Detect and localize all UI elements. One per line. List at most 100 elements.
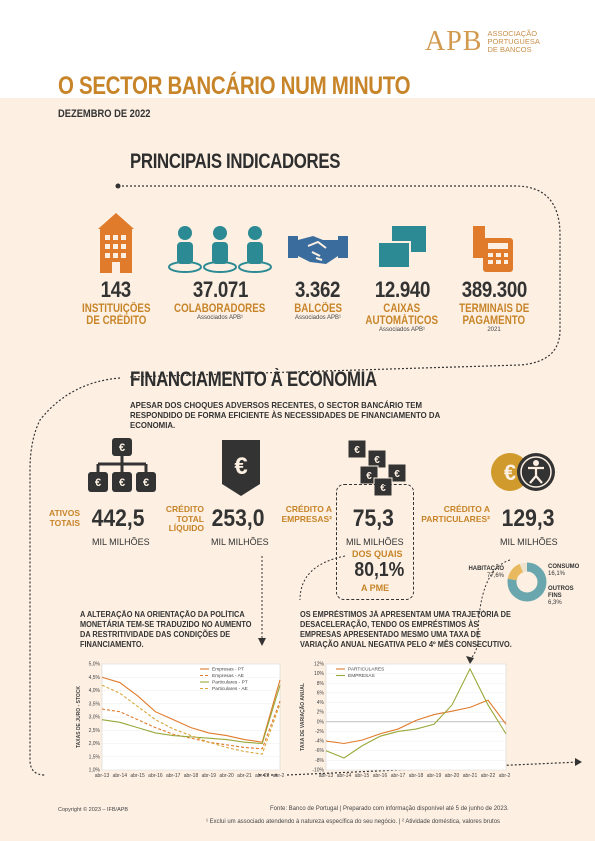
y-tick-label: 2,0% (89, 741, 101, 747)
logo-line: DE BANCOS (487, 45, 532, 54)
legend-label: PARTICULARES (348, 667, 384, 673)
svg-text:€: € (234, 453, 247, 480)
company-credit-box (336, 484, 414, 600)
logo-line: PORTUGUESA (487, 37, 540, 46)
apb-logo: APB ASSOCIAÇÃO PORTUGUESA DE BANCOS (425, 26, 540, 58)
page-title: O SECTOR BANCÁRIO NUM MINUTO (58, 72, 411, 100)
y-tick-label: 4% (317, 700, 325, 706)
indicator-note: Associados APB¹ (378, 327, 426, 333)
x-tick-label: abr-20 (445, 773, 460, 779)
plot-area (325, 663, 507, 771)
pme-share: 80,1% (354, 559, 405, 581)
y-tick-label: 8% (317, 681, 325, 687)
x-tick-label: abr-18 (184, 773, 199, 779)
svg-text:€: € (504, 460, 516, 485)
y-tick-label: 6% (317, 690, 325, 696)
x-tick-label: abr-16 (373, 773, 388, 779)
y-tick-label: -10% (312, 768, 324, 774)
indicator-label: AUTOMÁTICOS (365, 315, 439, 327)
indicator-value: 143 (100, 277, 132, 302)
x-tick-label: abr-13 (95, 773, 110, 779)
svg-text:€: € (119, 477, 125, 489)
x-tick-label: abr-17 (166, 773, 181, 779)
legend-label: EMPRESAS (348, 673, 375, 679)
svg-text:€: € (354, 445, 360, 456)
indicator-label: TERMINAIS DE (458, 303, 530, 315)
y-tick-label: 1,0% (89, 768, 101, 774)
assets-value: 442,5 (91, 505, 145, 532)
indicator-value: 3.362 (295, 277, 341, 302)
donut-label-consumption: CONSUMO 16,1% (548, 564, 579, 578)
svg-text:€: € (380, 483, 386, 494)
series-line (325, 667, 507, 759)
x-tick-label: abr-19 (427, 773, 442, 779)
x-tick-label: abr-22 (255, 773, 270, 779)
donut-label-other: OUTROS FINS 6,3% (548, 586, 588, 607)
x-tick-label: abr-14 (337, 773, 352, 779)
x-tick-label: abr-13 (319, 773, 334, 779)
x-tick-label: abr-14 (113, 773, 128, 779)
people-icon (168, 226, 272, 273)
svg-text:€: € (374, 455, 380, 466)
indicator-label: PAGAMENTO (462, 315, 526, 327)
y-axis-label: TAXAS DE JURO - STOCK (76, 686, 82, 748)
section-title-financing: FINANCIAMENTO À ECONOMIA (130, 368, 377, 391)
label-line: LÍQUIDO (168, 523, 204, 533)
segment-name: OUTROS FINS (548, 586, 574, 599)
indicator-note: 2021 (487, 327, 501, 333)
text-loans-trend: OS EMPRÉSTIMOS JÁ APRESENTAM UMA TRAJETÓ… (300, 610, 512, 649)
label-line: TOTAIS (49, 517, 80, 528)
y-tick-label: 5,0% (89, 662, 101, 668)
y-tick-label: 12% (314, 662, 325, 668)
indicator-employees: 37.071 COLABORADORES Associados APB¹ (170, 277, 270, 321)
segment-name: HABITAÇÃO (468, 566, 504, 572)
indicator-value: 37.071 (192, 277, 248, 302)
x-tick-label: abr-21 (463, 773, 478, 779)
y-tick-label: 2,5% (89, 728, 101, 734)
indicator-note: Associados APB¹ (294, 315, 342, 321)
private-credit-value: 129,3 (501, 505, 555, 532)
indicator-label: CAIXAS (383, 303, 421, 315)
euro-cubes-icon: €€€€€ (348, 440, 407, 497)
indicator-value: 389.300 (461, 277, 527, 302)
y-tick-label: 4,5% (89, 675, 101, 681)
private-credit-label: CRÉDITO A PARTICULARES² (420, 504, 490, 524)
legend-label: Empresas - PT (212, 667, 244, 673)
series-line (101, 676, 281, 743)
series-line (325, 699, 507, 745)
footnotes: ¹ Exclui um associado atendendo à nature… (206, 819, 501, 825)
loan-growth-chart: -10%-8%-6%-4%-2%0%2%4%6%8%10%12%abr-13 ab… (299, 662, 510, 780)
label-line: CRÉDITO A (443, 504, 490, 514)
assets-unit: MIL MILHÕES (92, 537, 150, 547)
indicator-institutions: 143 INSTITUIÇÕES DE CRÉDITO (66, 277, 166, 327)
y-tick-label: 2% (317, 710, 325, 716)
x-tick-label: abr-20 (219, 773, 234, 779)
credit-purpose-donut (507, 562, 547, 602)
indicator-note: Associados APB¹ (196, 315, 244, 321)
x-tick-label: abr-23 (273, 773, 284, 779)
x-tick-label: abr-21 (237, 773, 252, 779)
svg-text:€: € (119, 442, 125, 454)
legend-label: Particulares - AE (212, 686, 248, 692)
report-date: DEZEMBRO DE 2022 (58, 108, 151, 120)
segment-value: 16,1% (548, 571, 566, 577)
indicator-branches: 3.362 BALCÕES Associados APB¹ (268, 277, 368, 321)
company-credit-value: 75,3 (352, 505, 394, 532)
indicator-label: INSTITUIÇÕES (81, 303, 151, 315)
svg-text:€: € (95, 477, 101, 489)
indicator-label: DE CRÉDITO (85, 315, 147, 327)
x-tick-label: abr-23 (499, 773, 510, 779)
y-tick-label: 1,5% (89, 754, 101, 760)
of-which-label: DOS QUAIS (352, 549, 403, 559)
section-title-indicators: PRINCIPAIS INDICADORES (130, 150, 341, 173)
x-tick-label: abr-22 (481, 773, 496, 779)
y-axis-label: TAXA DE VARIAÇÃO ANUAL (299, 683, 306, 751)
net-credit-value: 253,0 (211, 505, 265, 532)
y-tick-label: 3,5% (89, 701, 101, 707)
y-tick-label: 10% (314, 671, 325, 677)
y-tick-label: -4% (315, 739, 324, 745)
source-note: Fonte: Banco de Portugal | Preparado com… (270, 806, 509, 812)
logo-mark: APB (425, 26, 483, 57)
pme-label: A PME (361, 583, 390, 593)
legend-label: Particulares - PT (212, 680, 248, 686)
